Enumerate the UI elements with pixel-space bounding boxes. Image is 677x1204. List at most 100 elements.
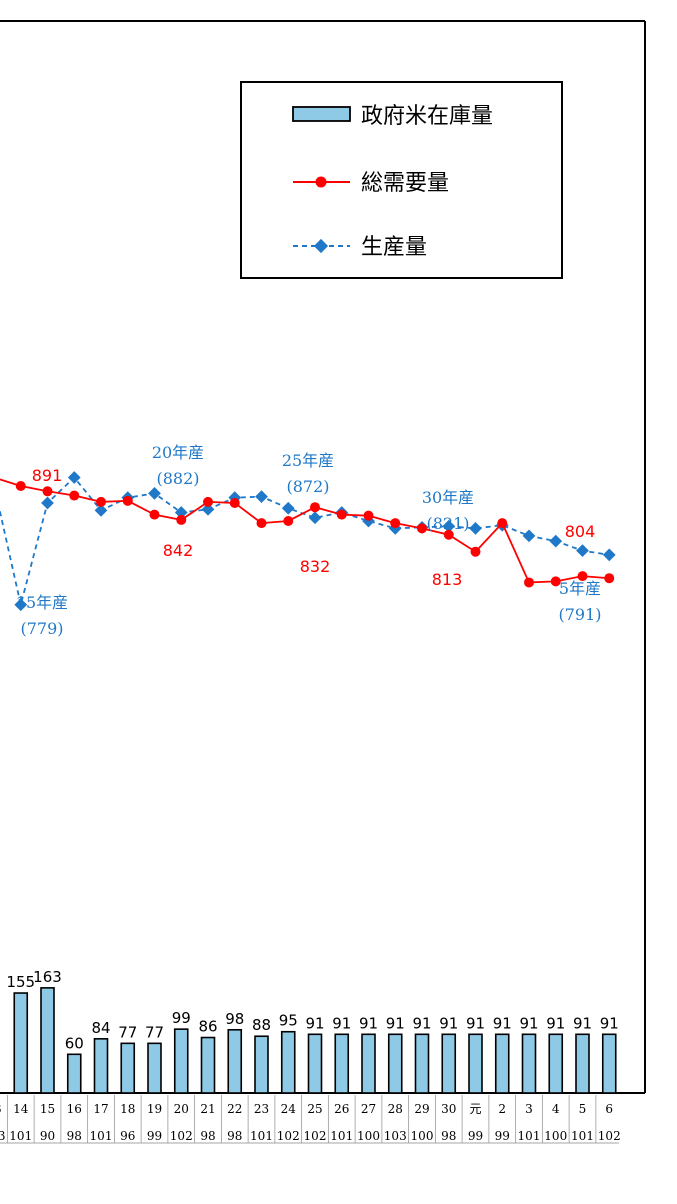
- stock-bar: [442, 1034, 455, 1093]
- x-second-row-label: 100: [357, 1129, 380, 1143]
- x-tick-label: 6: [605, 1102, 613, 1116]
- x-second-row-label: 98: [441, 1129, 456, 1143]
- stock-bar: [228, 1030, 241, 1093]
- demand-point: [16, 481, 26, 491]
- stock-bar-value-label: 77: [118, 1023, 137, 1041]
- stock-bar-value-label: 155: [6, 973, 35, 991]
- x-axis-table: 1310314101159016981710118961999201022198…: [0, 1095, 621, 1143]
- production-point: [148, 487, 161, 500]
- stock-bar-value-label: 91: [386, 1014, 405, 1032]
- x-second-row-label: 102: [170, 1129, 193, 1143]
- x-second-row-label: 96: [120, 1129, 135, 1143]
- demand-point: [96, 497, 106, 507]
- x-second-row-label: 101: [250, 1129, 273, 1143]
- production-year-label: 5年産: [559, 579, 601, 598]
- stock-bar: [121, 1043, 134, 1093]
- x-second-row-label: 101: [571, 1129, 594, 1143]
- stock-bar: [175, 1029, 188, 1093]
- demand-point: [390, 518, 400, 528]
- stock-bars: [14, 988, 616, 1093]
- x-second-row-label: 99: [147, 1129, 162, 1143]
- production-point: [282, 502, 295, 515]
- stock-bar-value-label: 91: [439, 1014, 458, 1032]
- demand-value-label: 832: [300, 557, 331, 576]
- stock-bar-value-label: 91: [466, 1014, 485, 1032]
- x-second-row-label: 98: [227, 1129, 242, 1143]
- x-tick-label: 29: [414, 1102, 429, 1116]
- demand-point: [337, 510, 347, 520]
- legend-bar-swatch: [293, 107, 350, 121]
- demand-point: [176, 515, 186, 525]
- x-second-row-label: 98: [67, 1129, 82, 1143]
- x-second-row-label: 100: [411, 1129, 434, 1143]
- x-second-row-label: 99: [495, 1129, 510, 1143]
- x-second-row-label: 101: [518, 1129, 541, 1143]
- x-tick-label: 30: [441, 1102, 456, 1116]
- x-tick-label: 2: [498, 1102, 506, 1116]
- stock-bar-value-label: 91: [519, 1014, 538, 1032]
- x-second-row-label: 102: [304, 1129, 327, 1143]
- x-second-row-label: 103: [0, 1129, 5, 1143]
- x-second-row-label: 90: [40, 1129, 55, 1143]
- stock-bar-value-label: 91: [332, 1014, 351, 1032]
- demand-value-label: 842: [163, 541, 194, 560]
- stock-bar: [416, 1034, 429, 1093]
- stock-bar: [549, 1034, 562, 1093]
- production-point: [576, 544, 589, 557]
- x-second-row-label: 101: [330, 1129, 353, 1143]
- legend-demand-marker: [316, 177, 327, 188]
- production-value-label: (882): [156, 469, 199, 488]
- production-point: [469, 522, 482, 535]
- legend-label-stock: 政府米在庫量: [361, 104, 493, 129]
- stock-bar: [95, 1039, 108, 1093]
- x-tick-label: 26: [334, 1102, 349, 1116]
- demand-point: [497, 518, 507, 528]
- x-tick-label: 28: [388, 1102, 403, 1116]
- stock-bar-value-label: 77: [145, 1023, 164, 1041]
- demand-value-label: 891: [32, 466, 63, 485]
- x-second-row-label: 103: [384, 1129, 407, 1143]
- stock-bar-value-label: 91: [412, 1014, 431, 1032]
- x-second-row-label: 98: [200, 1129, 215, 1143]
- production-value-label: (821): [426, 514, 469, 533]
- x-tick-label: 18: [120, 1102, 135, 1116]
- production-point: [523, 529, 536, 542]
- demand-point: [310, 502, 320, 512]
- production-year-label: 15年産: [16, 593, 68, 612]
- x-tick-label: 13: [0, 1102, 2, 1116]
- x-tick-label: 16: [67, 1102, 82, 1116]
- stock-bar-value-label: 86: [198, 1018, 217, 1036]
- production-year-label: 25年産: [282, 451, 334, 470]
- x-second-row-label: 102: [598, 1129, 621, 1143]
- x-second-row-label: 99: [468, 1129, 483, 1143]
- x-tick-label: 20: [174, 1102, 189, 1116]
- stock-bar-value-label: 91: [573, 1014, 592, 1032]
- legend: 政府米在庫量 総需要量 生産量: [241, 82, 562, 278]
- production-year-label: 30年産: [422, 488, 474, 507]
- stock-bar: [335, 1034, 348, 1093]
- demand-point: [69, 491, 79, 501]
- demand-point: [230, 498, 240, 508]
- demand-value-label: 804: [565, 522, 596, 541]
- demand-point: [471, 547, 481, 557]
- stock-bar: [603, 1034, 616, 1093]
- x-tick-label: 19: [147, 1102, 162, 1116]
- stock-bar-value-label: 88: [252, 1016, 271, 1034]
- x-tick-label: 14: [13, 1102, 29, 1116]
- stock-bar-value-label: 91: [359, 1014, 378, 1032]
- stock-bar-value-label: 91: [493, 1014, 512, 1032]
- stock-bar: [41, 988, 54, 1093]
- demand-value-label: 813: [432, 570, 463, 589]
- stock-bar-value-label: 95: [279, 1012, 298, 1030]
- stock-bar: [309, 1034, 322, 1093]
- x-second-row-label: 102: [277, 1129, 300, 1143]
- stock-bar-value-label: 91: [600, 1014, 619, 1032]
- x-tick-label: 23: [254, 1102, 269, 1116]
- stock-bar: [255, 1036, 268, 1093]
- production-value-label: (872): [286, 477, 329, 496]
- demand-point: [364, 511, 374, 521]
- stock-bar: [14, 993, 27, 1093]
- x-tick-label: 25: [307, 1102, 322, 1116]
- stock-bar: [148, 1043, 161, 1093]
